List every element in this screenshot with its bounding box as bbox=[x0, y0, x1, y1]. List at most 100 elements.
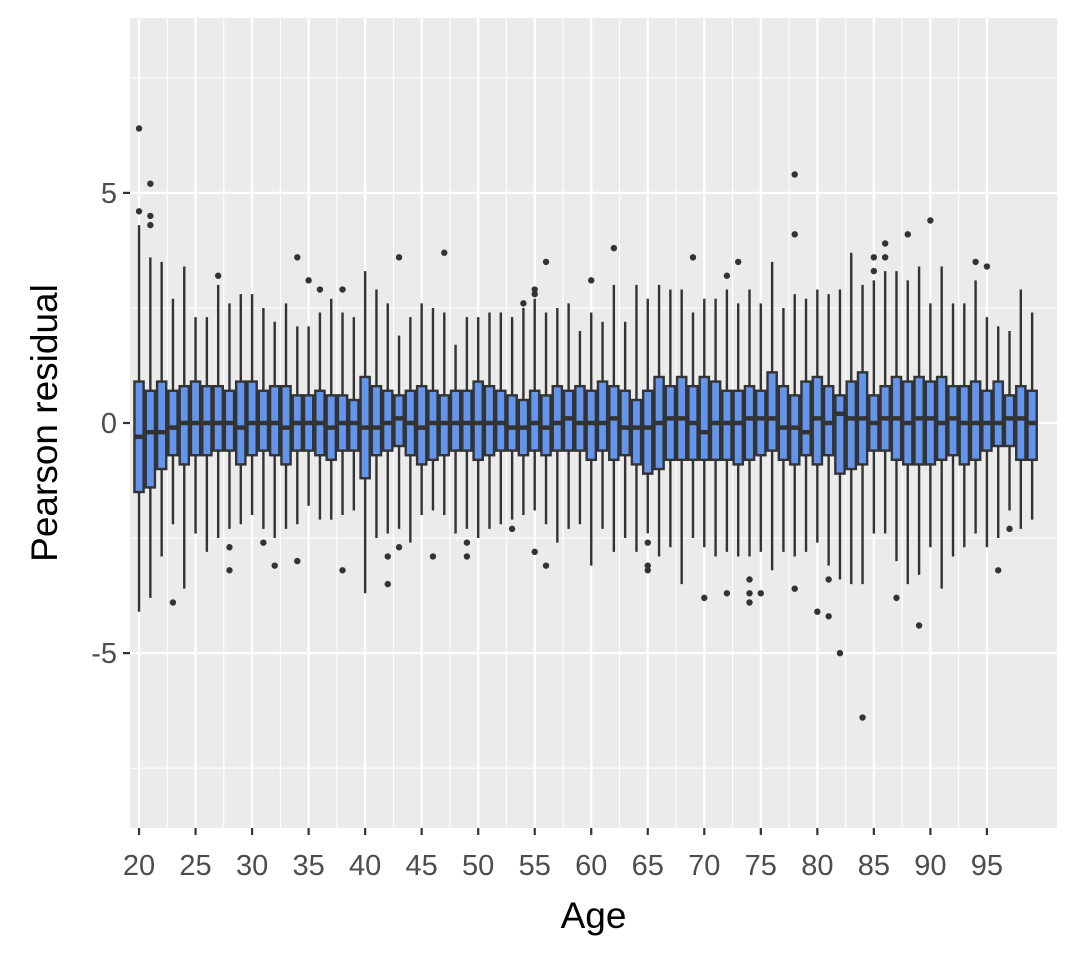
box bbox=[958, 384, 971, 466]
box bbox=[721, 389, 733, 462]
outlier-point bbox=[814, 608, 821, 615]
box-age-68 bbox=[675, 289, 688, 585]
box-age-95 bbox=[981, 263, 993, 548]
outlier-point bbox=[791, 585, 798, 592]
box-age-47 bbox=[438, 249, 451, 516]
outlier-point bbox=[429, 553, 437, 560]
outlier-point bbox=[520, 300, 527, 307]
x-tick-label: 80 bbox=[801, 850, 833, 882]
outlier-point bbox=[859, 714, 866, 721]
box-age-20 bbox=[133, 125, 145, 612]
box bbox=[483, 384, 496, 457]
x-tick-label: 70 bbox=[688, 850, 720, 882]
box-age-56 bbox=[540, 258, 552, 569]
box-age-63 bbox=[619, 321, 631, 539]
box bbox=[438, 394, 451, 457]
box bbox=[947, 384, 959, 457]
box bbox=[348, 398, 360, 452]
outlier-point bbox=[588, 277, 595, 284]
outlier-point bbox=[983, 263, 991, 270]
outlier-point bbox=[531, 548, 538, 556]
box-age-80 bbox=[811, 289, 824, 615]
outlier-point bbox=[746, 599, 753, 606]
outlier-point bbox=[339, 286, 346, 293]
box-age-39 bbox=[348, 317, 360, 511]
x-tick-label: 45 bbox=[406, 850, 438, 882]
box-age-58 bbox=[562, 303, 575, 529]
box bbox=[461, 389, 473, 452]
box-age-33 bbox=[280, 303, 292, 529]
box bbox=[913, 375, 925, 466]
outlier-point bbox=[135, 208, 143, 215]
box-age-84 bbox=[856, 284, 869, 721]
box bbox=[777, 384, 790, 462]
box-age-87 bbox=[890, 271, 903, 602]
box bbox=[935, 375, 948, 462]
box bbox=[167, 389, 179, 457]
box bbox=[641, 389, 654, 475]
box bbox=[969, 380, 982, 462]
box bbox=[732, 389, 745, 466]
box bbox=[495, 389, 507, 452]
box bbox=[788, 394, 801, 466]
box-age-26 bbox=[201, 317, 213, 552]
box bbox=[223, 389, 236, 452]
box-age-98 bbox=[1015, 289, 1027, 529]
box-age-72 bbox=[721, 272, 733, 597]
box bbox=[415, 384, 428, 466]
outlier-point bbox=[746, 576, 753, 583]
box-age-89 bbox=[913, 266, 925, 629]
box-age-93 bbox=[958, 303, 971, 548]
outlier-point bbox=[169, 599, 177, 606]
box-age-67 bbox=[664, 289, 677, 548]
box bbox=[1003, 394, 1016, 448]
box bbox=[608, 384, 620, 462]
outlier-point bbox=[226, 544, 233, 551]
outlier-point bbox=[689, 254, 697, 261]
box bbox=[393, 394, 405, 448]
outlier-point bbox=[791, 171, 798, 178]
x-tick-label: 20 bbox=[123, 850, 155, 882]
box bbox=[472, 380, 484, 462]
box-age-54 bbox=[517, 300, 530, 516]
box-age-85 bbox=[868, 254, 880, 534]
box bbox=[540, 394, 552, 457]
outlier-point bbox=[735, 258, 742, 266]
outlier-point bbox=[881, 240, 889, 247]
box-age-31 bbox=[257, 307, 270, 546]
box-age-46 bbox=[427, 307, 439, 560]
box bbox=[992, 380, 1005, 448]
box bbox=[427, 389, 439, 462]
box-age-55 bbox=[528, 286, 541, 556]
box bbox=[551, 384, 564, 452]
box bbox=[370, 384, 383, 457]
x-tick-label: 35 bbox=[292, 850, 324, 882]
box-age-38 bbox=[336, 286, 349, 574]
x-tick-label: 90 bbox=[914, 850, 946, 882]
box-age-66 bbox=[653, 284, 665, 557]
box-age-25 bbox=[189, 317, 202, 534]
box bbox=[246, 380, 258, 457]
outlier-point bbox=[644, 539, 651, 546]
box-age-70 bbox=[698, 298, 711, 602]
box bbox=[449, 389, 462, 452]
box-age-73 bbox=[732, 258, 745, 557]
box bbox=[528, 389, 541, 452]
outlier-point bbox=[316, 286, 324, 293]
outlier-point bbox=[610, 244, 618, 252]
box-age-96 bbox=[992, 326, 1005, 574]
outlier-point bbox=[995, 567, 1002, 574]
outlier-point bbox=[508, 525, 516, 533]
box-age-44 bbox=[404, 317, 417, 543]
box-age-79 bbox=[800, 298, 812, 552]
box-age-49 bbox=[461, 317, 473, 560]
box-age-52 bbox=[495, 312, 507, 525]
box-age-64 bbox=[630, 284, 643, 552]
x-axis-title: Age bbox=[561, 895, 627, 936]
outlier-point bbox=[260, 539, 267, 546]
box bbox=[834, 394, 846, 475]
box bbox=[800, 380, 812, 457]
box bbox=[698, 375, 711, 462]
box-age-75 bbox=[755, 303, 767, 597]
box bbox=[506, 394, 518, 452]
